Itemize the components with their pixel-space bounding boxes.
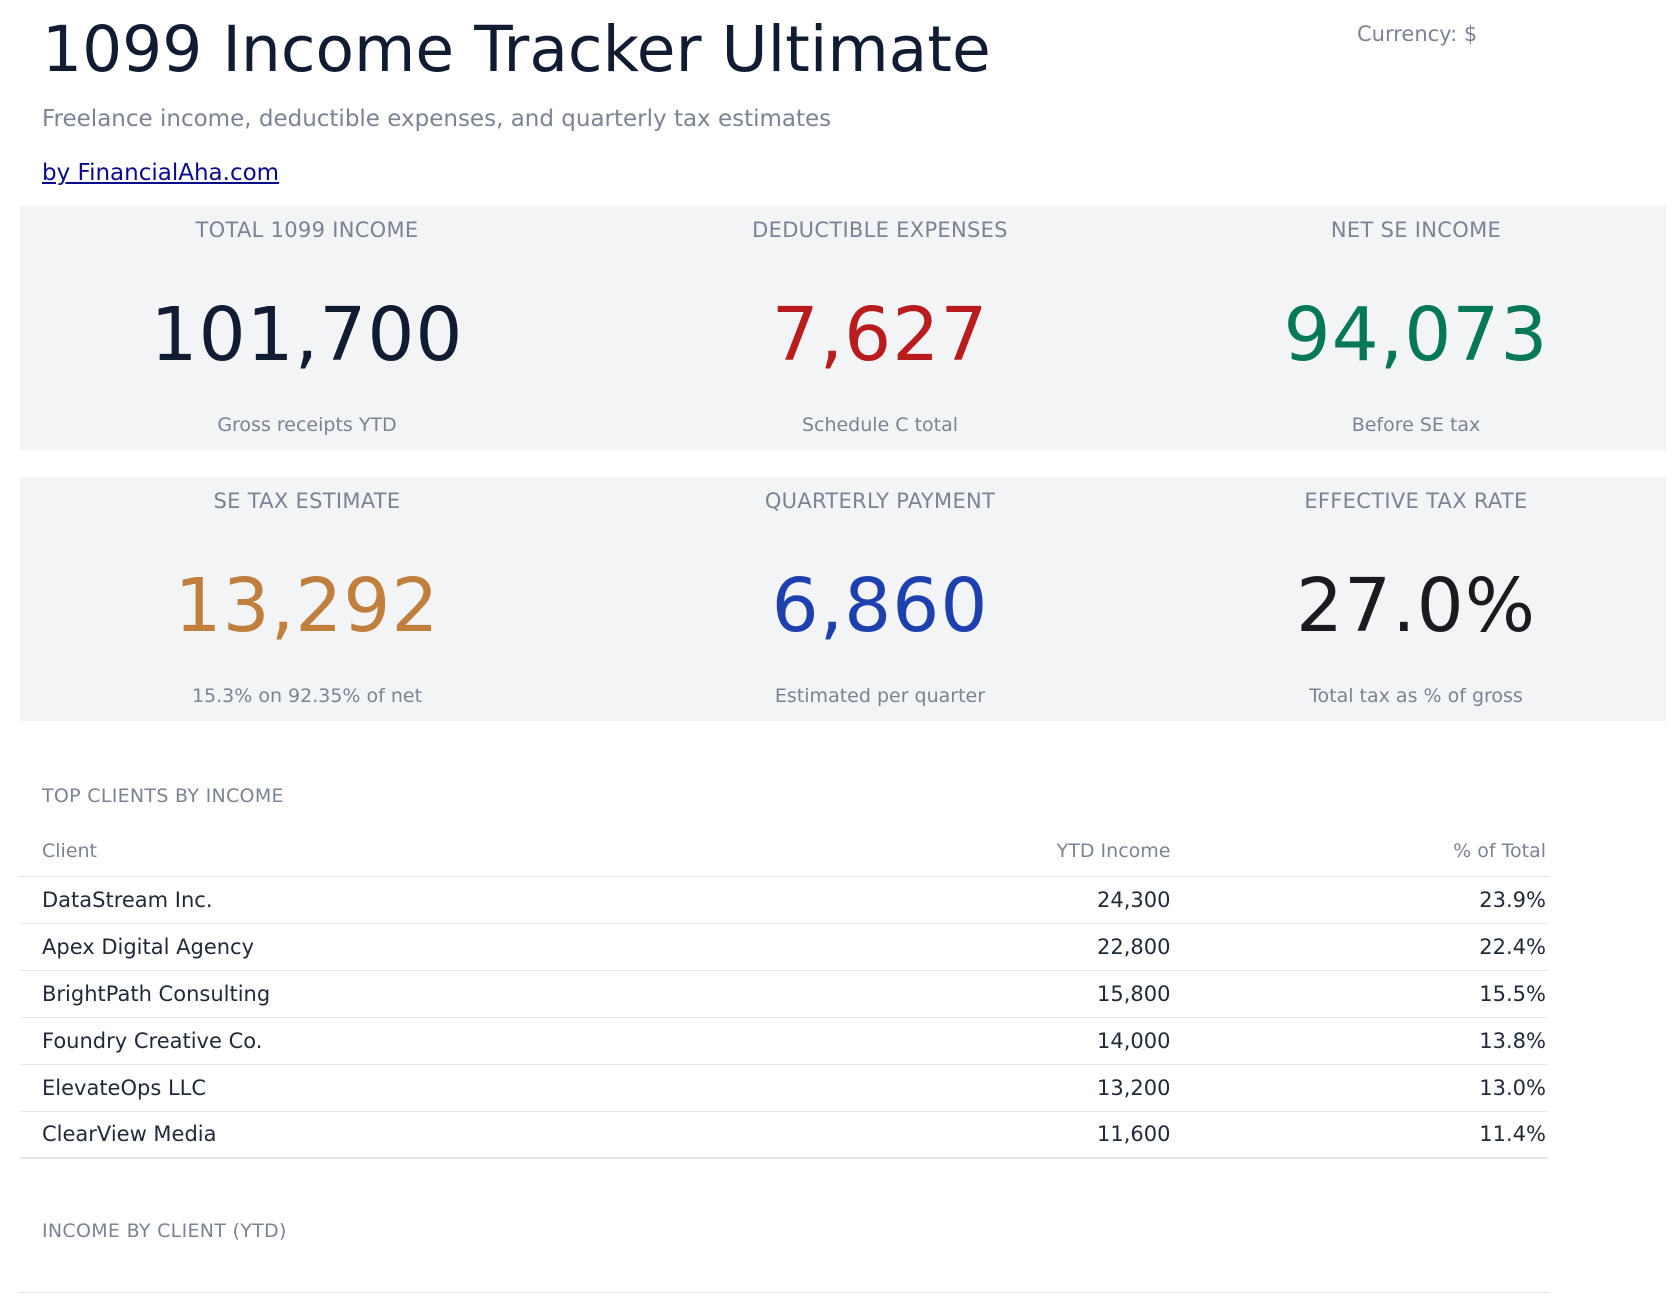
cell-client: BrightPath Consulting bbox=[20, 970, 614, 1018]
kpi-caption: Total tax as % of gross bbox=[1309, 685, 1523, 707]
kpi-caption: Gross receipts YTD bbox=[217, 414, 397, 436]
cell-percent-total: 13.0% bbox=[1170, 1064, 1548, 1112]
kpi-value: 13,292 bbox=[174, 563, 440, 649]
kpi-label: NET SE INCOME bbox=[1330, 218, 1502, 242]
cell-ytd-income: 13,200 bbox=[613, 1064, 1171, 1112]
table-row[interactable]: ElevateOps LLC 13,200 13.0% bbox=[20, 1064, 1548, 1112]
byline-link[interactable]: by FinancialAha.com bbox=[42, 160, 280, 186]
kpi-label: TOTAL 1099 INCOME bbox=[195, 218, 419, 242]
kpi-label: SE TAX ESTIMATE bbox=[213, 489, 401, 513]
column-header-ytd-income[interactable]: YTD Income bbox=[613, 826, 1171, 877]
kpi-value: 27.0% bbox=[1295, 563, 1537, 649]
column-header-percent-total[interactable]: % of Total bbox=[1170, 826, 1548, 877]
kpi-label: EFFECTIVE TAX RATE bbox=[1304, 489, 1528, 513]
cell-ytd-income: 22,800 bbox=[613, 923, 1171, 971]
kpi-value: 101,700 bbox=[150, 292, 464, 378]
page-header: 1099 Income Tracker Ultimate bbox=[42, 14, 1642, 86]
kpi-se-tax-estimate: SE TAX ESTIMATE 13,292 15.3% on 92.35% o… bbox=[20, 477, 594, 721]
kpi-caption: Estimated per quarter bbox=[774, 685, 986, 707]
income-chart-area bbox=[20, 1250, 1548, 1293]
kpi-net-se-income: NET SE INCOME 94,073 Before SE tax bbox=[1166, 206, 1666, 450]
cell-percent-total: 23.9% bbox=[1170, 876, 1548, 924]
kpi-value: 94,073 bbox=[1283, 292, 1549, 378]
clients-table: Client YTD Income % of Total DataStream … bbox=[20, 826, 1548, 1159]
section-title-income-by-client: INCOME BY CLIENT (YTD) bbox=[42, 1220, 287, 1242]
cell-client: Apex Digital Agency bbox=[20, 923, 614, 971]
kpi-effective-tax-rate: EFFECTIVE TAX RATE 27.0% Total tax as % … bbox=[1166, 477, 1666, 721]
kpi-label: DEDUCTIBLE EXPENSES bbox=[752, 218, 1008, 242]
cell-percent-total: 11.4% bbox=[1170, 1111, 1548, 1159]
cell-client: ClearView Media bbox=[20, 1111, 614, 1159]
cell-ytd-income: 15,800 bbox=[613, 970, 1171, 1018]
kpi-label: QUARTERLY PAYMENT bbox=[764, 489, 996, 513]
currency-label: Currency: $ bbox=[1357, 22, 1478, 46]
cell-client: ElevateOps LLC bbox=[20, 1064, 614, 1112]
section-title-top-clients: TOP CLIENTS BY INCOME bbox=[42, 785, 284, 807]
table-row[interactable]: ClearView Media 11,600 11.4% bbox=[20, 1111, 1548, 1159]
kpi-value: 7,627 bbox=[771, 292, 989, 378]
page-title: 1099 Income Tracker Ultimate bbox=[42, 13, 991, 86]
cell-ytd-income: 11,600 bbox=[613, 1111, 1171, 1159]
table-row[interactable]: DataStream Inc. 24,300 23.9% bbox=[20, 876, 1548, 924]
cell-percent-total: 13.8% bbox=[1170, 1017, 1548, 1065]
table-header-row: Client YTD Income % of Total bbox=[20, 826, 1548, 877]
cell-ytd-income: 24,300 bbox=[613, 876, 1171, 924]
kpi-row-1: TOTAL 1099 INCOME 101,700 Gross receipts… bbox=[20, 206, 1666, 450]
kpi-total-income: TOTAL 1099 INCOME 101,700 Gross receipts… bbox=[20, 206, 594, 450]
kpi-row-2: SE TAX ESTIMATE 13,292 15.3% on 92.35% o… bbox=[20, 477, 1666, 721]
table-row[interactable]: Apex Digital Agency 22,800 22.4% bbox=[20, 923, 1548, 971]
page-subtitle: Freelance income, deductible expenses, a… bbox=[42, 106, 832, 132]
cell-client: Foundry Creative Co. bbox=[20, 1017, 614, 1065]
cell-ytd-income: 14,000 bbox=[613, 1017, 1171, 1065]
kpi-value: 6,860 bbox=[771, 563, 989, 649]
column-header-client[interactable]: Client bbox=[20, 826, 614, 877]
kpi-deductible-expenses: DEDUCTIBLE EXPENSES 7,627 Schedule C tot… bbox=[594, 206, 1166, 450]
kpi-quarterly-payment: QUARTERLY PAYMENT 6,860 Estimated per qu… bbox=[594, 477, 1166, 721]
table-row[interactable]: BrightPath Consulting 15,800 15.5% bbox=[20, 970, 1548, 1018]
cell-percent-total: 22.4% bbox=[1170, 923, 1548, 971]
cell-percent-total: 15.5% bbox=[1170, 970, 1548, 1018]
kpi-caption: 15.3% on 92.35% of net bbox=[191, 685, 423, 707]
cell-client: DataStream Inc. bbox=[20, 876, 614, 924]
table-row[interactable]: Foundry Creative Co. 14,000 13.8% bbox=[20, 1017, 1548, 1065]
kpi-caption: Schedule C total bbox=[801, 414, 959, 436]
kpi-caption: Before SE tax bbox=[1351, 414, 1481, 436]
